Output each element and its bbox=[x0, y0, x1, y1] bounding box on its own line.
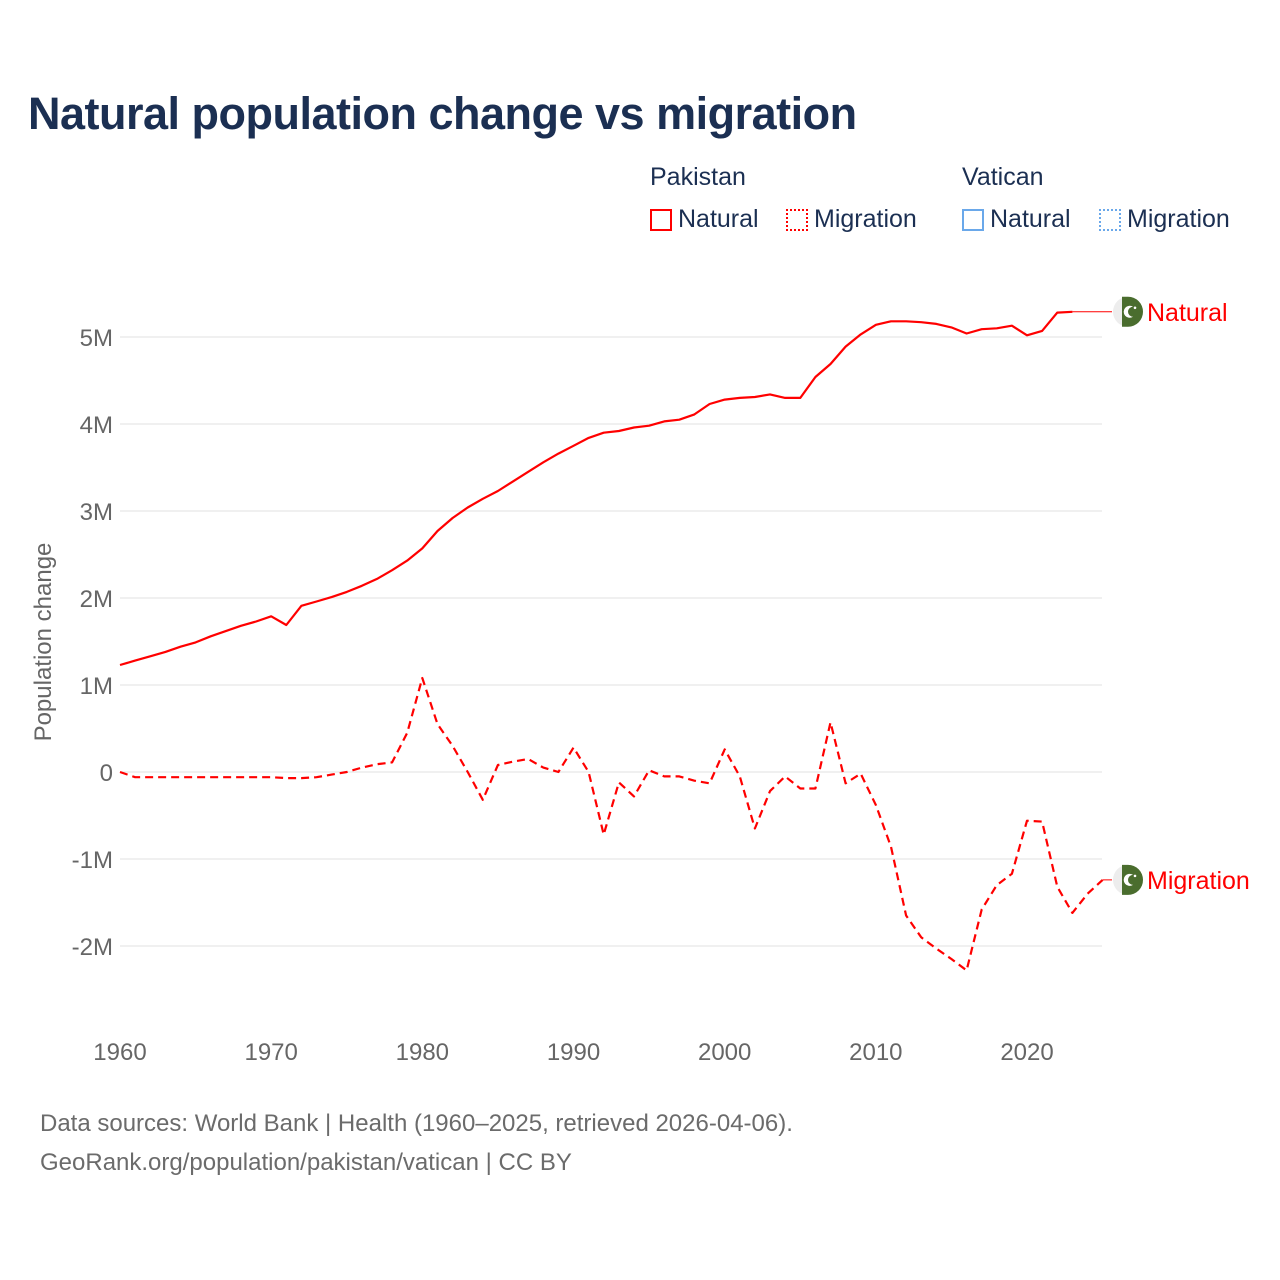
legend-label: Natural bbox=[990, 205, 1071, 233]
footer-link[interactable]: GeoRank.org/population/pakistan/vatican … bbox=[40, 1149, 572, 1176]
star-icon bbox=[1133, 306, 1137, 310]
legend-item-pakistan-migration[interactable]: Migration bbox=[786, 205, 917, 234]
legend-country-pakistan: Pakistan bbox=[650, 163, 746, 191]
x-tick-label: 1970 bbox=[244, 1039, 297, 1066]
legend-item-vatican-migration[interactable]: Migration bbox=[1099, 205, 1230, 234]
series-end-label: Migration bbox=[1147, 867, 1250, 895]
x-tick-label: 1990 bbox=[547, 1039, 600, 1066]
footer-sources: Data sources: World Bank | Health (1960–… bbox=[40, 1110, 793, 1137]
star-icon bbox=[1133, 874, 1137, 878]
x-tick-label: 2020 bbox=[1000, 1039, 1053, 1066]
crescent-icon bbox=[1123, 305, 1133, 318]
series-line-natural bbox=[119, 310, 1073, 667]
x-tick-label: 1980 bbox=[396, 1039, 449, 1066]
legend-label: Migration bbox=[1127, 205, 1230, 233]
y-tick-label: 2M bbox=[80, 586, 113, 613]
crescent-icon bbox=[1123, 873, 1133, 886]
legend-country-vatican: Vatican bbox=[962, 163, 1044, 191]
series-end-label: Natural bbox=[1147, 299, 1228, 327]
pakistan-flag-icon bbox=[1122, 864, 1144, 895]
legend-swatch-solid bbox=[650, 208, 672, 231]
y-tick-label: 5M bbox=[80, 325, 113, 352]
y-tick-label: 1M bbox=[80, 673, 113, 700]
legend-item-pakistan-natural[interactable]: Natural bbox=[650, 205, 759, 234]
pakistan-flag-icon bbox=[1122, 296, 1144, 327]
legend-label: Migration bbox=[814, 205, 917, 233]
legend-swatch-solid bbox=[962, 208, 984, 231]
legend-swatch-dotted bbox=[1099, 208, 1121, 231]
y-tick-label: 0 bbox=[100, 760, 113, 787]
legend-item-vatican-natural[interactable]: Natural bbox=[962, 205, 1071, 234]
y-axis-label: Population change bbox=[30, 543, 57, 742]
chart-title: Natural population change vs migration bbox=[28, 88, 857, 139]
series-line-migration bbox=[119, 676, 1104, 972]
y-tick-label: -2M bbox=[72, 934, 113, 961]
x-tick-label: 1960 bbox=[93, 1039, 146, 1066]
y-tick-label: 4M bbox=[80, 412, 113, 439]
x-tick-label: 2000 bbox=[698, 1039, 751, 1066]
x-tick-label: 2010 bbox=[849, 1039, 902, 1066]
legend-label: Natural bbox=[678, 205, 759, 233]
legend-swatch-dotted bbox=[786, 208, 808, 231]
y-tick-label: -1M bbox=[72, 847, 113, 874]
y-tick-label: 3M bbox=[80, 499, 113, 526]
